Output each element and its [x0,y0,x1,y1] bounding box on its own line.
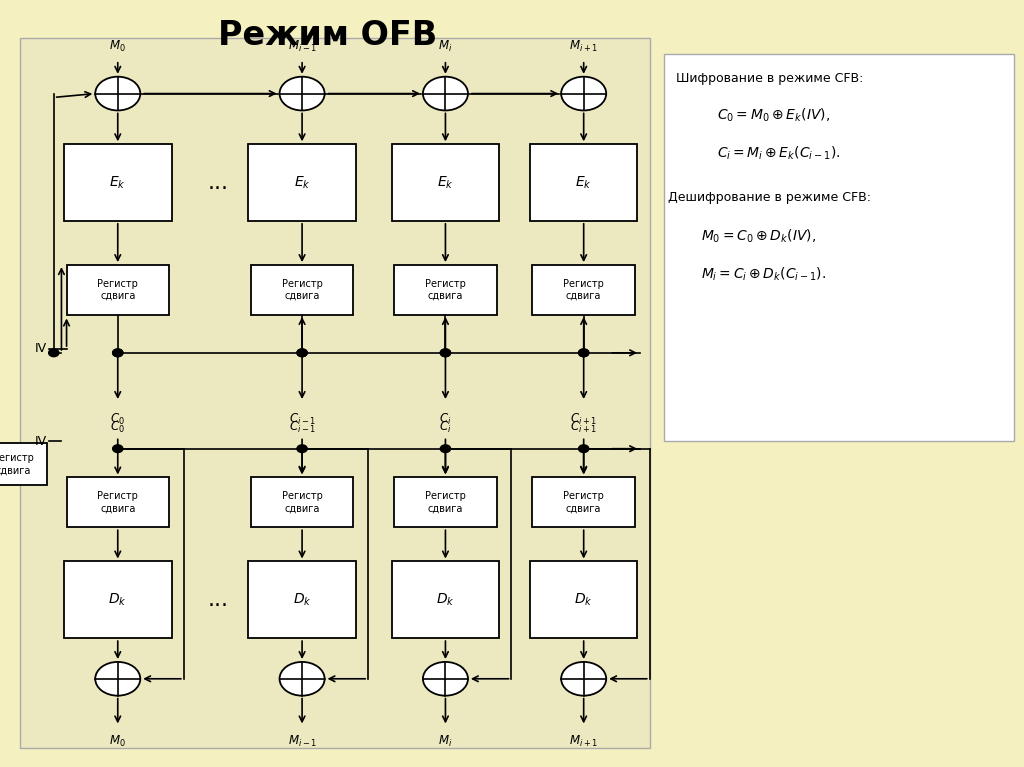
Text: ...: ... [208,590,228,610]
Circle shape [113,349,123,357]
Text: $M_0$: $M_0$ [110,734,126,749]
Circle shape [440,349,451,357]
Text: $M_i$: $M_i$ [438,734,453,749]
FancyBboxPatch shape [391,561,500,638]
Circle shape [113,349,123,357]
Text: Регистр
сдвига: Регистр сдвига [282,491,323,514]
Text: $D_k$: $D_k$ [109,591,127,608]
Text: $M_{i-1}$: $M_{i-1}$ [288,734,316,749]
Circle shape [95,662,140,696]
Text: $M_i$: $M_i$ [438,38,453,54]
FancyBboxPatch shape [251,265,353,314]
Text: $E_k$: $E_k$ [437,174,454,191]
Circle shape [440,445,451,453]
Text: $E_k$: $E_k$ [110,174,126,191]
Text: Шифрование в режиме CFB:: Шифрование в режиме CFB: [676,72,863,84]
Circle shape [579,445,589,453]
Text: Регистр
сдвига: Регистр сдвига [97,491,138,514]
FancyBboxPatch shape [63,144,171,221]
Text: $C_{i-1}$: $C_{i-1}$ [289,412,315,427]
Text: $M_{i+1}$: $M_{i+1}$ [569,38,598,54]
FancyBboxPatch shape [67,265,169,314]
Circle shape [297,445,307,453]
FancyBboxPatch shape [391,144,500,221]
FancyBboxPatch shape [532,265,635,314]
FancyBboxPatch shape [63,561,171,638]
Text: $C_{i+1}$: $C_{i+1}$ [570,412,597,427]
Circle shape [297,349,307,357]
Circle shape [280,77,325,110]
Circle shape [561,77,606,110]
Text: Регистр
сдвига: Регистр сдвига [425,491,466,514]
Text: Регистр
сдвига: Регистр сдвига [563,491,604,514]
Text: ...: ... [208,173,228,193]
Text: $E_k$: $E_k$ [294,174,310,191]
Circle shape [48,349,58,357]
FancyBboxPatch shape [248,144,356,221]
Text: $C_i$: $C_i$ [439,412,452,427]
FancyBboxPatch shape [664,54,1014,441]
Circle shape [579,349,589,357]
FancyBboxPatch shape [251,477,353,528]
Text: IV: IV [35,343,47,355]
Circle shape [579,349,589,357]
FancyBboxPatch shape [530,561,637,638]
Text: Регистр
сдвига: Регистр сдвига [282,278,323,301]
Circle shape [297,349,307,357]
Circle shape [423,77,468,110]
Text: Режим OFB: Режим OFB [218,19,437,52]
Text: Регистр
сдвига: Регистр сдвига [425,278,466,301]
Text: $M_{i-1}$: $M_{i-1}$ [288,38,316,54]
Text: Дешифрование в режиме CFB:: Дешифрование в режиме CFB: [668,192,870,204]
Text: $M_0$: $M_0$ [110,38,126,54]
FancyBboxPatch shape [394,477,497,528]
Circle shape [113,445,123,453]
Circle shape [561,662,606,696]
Text: $M_{i+1}$: $M_{i+1}$ [569,734,598,749]
Text: $E_k$: $E_k$ [575,174,592,191]
FancyBboxPatch shape [532,477,635,528]
Text: $C_i$: $C_i$ [439,420,452,435]
Text: $C_{i+1}$: $C_{i+1}$ [570,420,597,435]
Circle shape [280,662,325,696]
FancyBboxPatch shape [0,443,47,486]
Text: $C_i = M_i \oplus E_k(C_{i-1}).$: $C_i = M_i \oplus E_k(C_{i-1}).$ [717,145,840,162]
Text: $C_0 = M_0 \oplus E_k(IV),$: $C_0 = M_0 \oplus E_k(IV),$ [717,107,829,123]
Text: IV: IV [35,435,47,447]
Text: $D_k$: $D_k$ [574,591,593,608]
Text: $C_0$: $C_0$ [111,420,125,435]
FancyBboxPatch shape [248,561,356,638]
Circle shape [423,662,468,696]
Text: $D_k$: $D_k$ [293,591,311,608]
FancyBboxPatch shape [530,144,637,221]
Text: Регистр
сдвига: Регистр сдвига [97,278,138,301]
Text: Регистр
сдвига: Регистр сдвига [563,278,604,301]
Text: Регистр
сдвига: Регистр сдвига [0,453,34,476]
Text: $D_k$: $D_k$ [436,591,455,608]
Text: $C_0$: $C_0$ [111,412,125,427]
Text: $C_{i-1}$: $C_{i-1}$ [289,420,315,435]
Circle shape [95,77,140,110]
Text: $M_i = C_i \oplus D_k(C_{i-1}).$: $M_i = C_i \oplus D_k(C_{i-1}).$ [701,266,826,283]
FancyBboxPatch shape [20,38,650,748]
Circle shape [440,349,451,357]
FancyBboxPatch shape [394,265,497,314]
Text: $M_0 = C_0 \oplus D_k(IV),$: $M_0 = C_0 \oplus D_k(IV),$ [701,228,816,245]
FancyBboxPatch shape [67,477,169,528]
